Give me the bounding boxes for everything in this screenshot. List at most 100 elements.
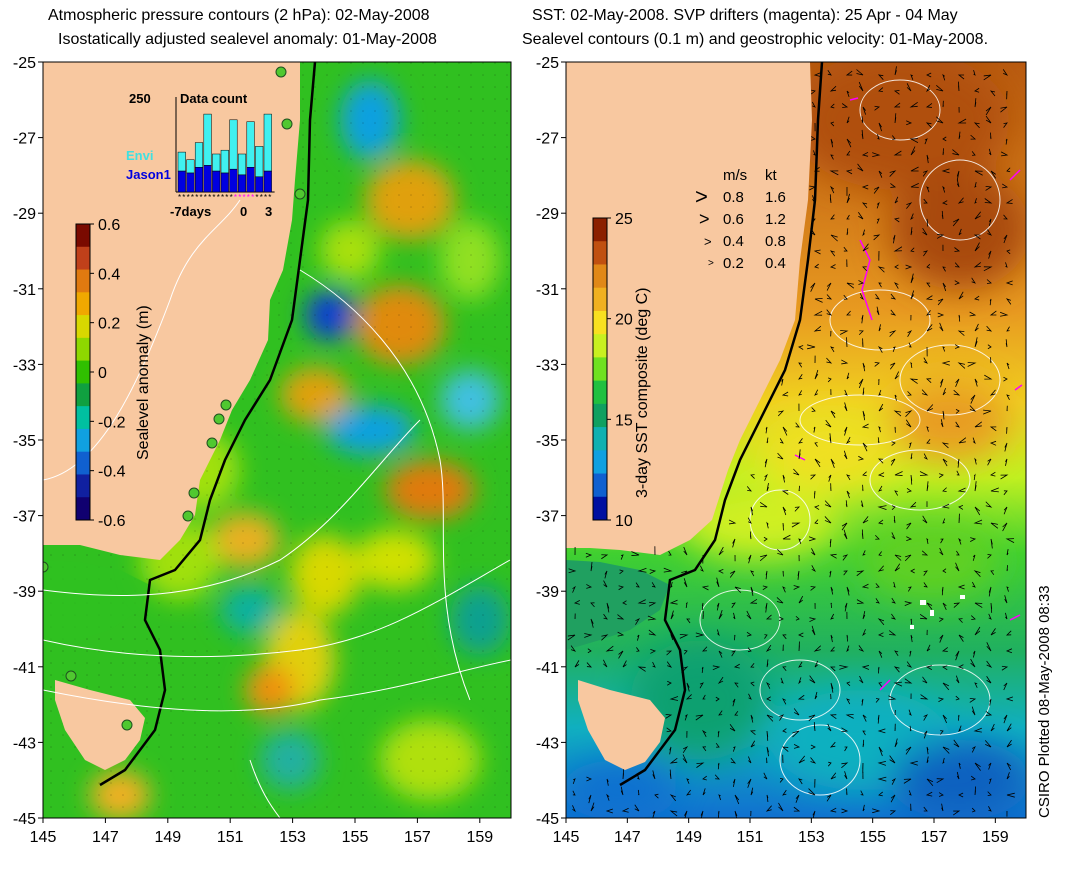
inset-bar-jason [246,167,255,193]
inset-bar-jason [263,170,272,193]
y-tick-label: -31 [13,282,36,299]
colorbar-tick-label: 10 [615,513,633,530]
speed-legend-kt: 1.2 [765,211,786,228]
colorbar-swatch [593,496,607,521]
x-tick-label: 149 [154,829,181,846]
colorbar-swatch [76,224,90,248]
speed-arrow-icon: > [699,209,710,229]
inset-bar-jason [177,170,186,193]
inset-xlabel-days: -7days [170,204,212,219]
left-title-line2: Isostatically adjusted sealevel anomaly:… [58,31,437,48]
speed-legend-kt: 0.8 [765,233,786,250]
y-tick-label: -27 [13,131,36,148]
y-tick-label: -41 [536,660,559,677]
y-tick-label: -39 [13,584,36,601]
y-tick-label: -33 [13,357,36,374]
svg-text:*: * [260,193,263,202]
colorbar-swatch [593,264,607,289]
colorbar-tick-label: 25 [615,211,633,228]
inset-bar-jason [255,176,264,193]
colorbar-swatch [76,428,90,453]
right-title-line1: SST: 02-May-2008. SVP drifters (magenta)… [532,7,958,24]
right-colorbar-label: 3-day SST composite (deg C) [634,287,651,498]
csiro-plotted-label: CSIRO Plotted 08-May-2008 08:33 [1036,585,1053,818]
speed-legend-ms: 0.6 [723,211,744,228]
colorbar-swatch [593,473,607,498]
inset-bar-jason [220,172,229,193]
x-tick-label: 145 [30,829,57,846]
inset-legend-jason: Jason1 [126,167,171,182]
right-title-line2: Sealevel contours (0.1 m) and geostrophi… [522,31,989,48]
y-tick-label: -31 [536,282,559,299]
svg-text:*: * [268,193,271,202]
inset-bar-envi [186,159,195,174]
colorbar-swatch [593,403,607,428]
y-tick-label: -43 [13,735,36,752]
speed-legend-header-ms: m/s [723,167,748,184]
svg-text:*: * [200,193,203,202]
inset-bar-envi [212,153,221,172]
x-tick-label: 145 [553,829,580,846]
inset-xlabel-three: 3 [265,204,273,219]
svg-text:*: * [247,193,250,202]
svg-text:*: * [212,193,215,202]
y-tick-label: -39 [536,584,559,601]
x-tick-label: 147 [614,829,641,846]
colorbar-swatch [76,497,90,521]
colorbar-tick-label: -0.2 [98,414,126,431]
colorbar-swatch [593,427,607,451]
y-tick-label: -37 [13,509,36,526]
colorbar-swatch [76,406,90,430]
speed-arrow-icon: > [704,234,712,249]
colorbar-swatch [593,357,607,382]
y-tick-label: -29 [13,206,36,223]
inset-bar-envi [194,142,204,168]
svg-text:*: * [238,193,241,202]
x-tick-label: 149 [675,829,702,846]
svg-text:*: * [243,193,246,202]
inset-bar-jason [203,165,212,193]
speed-legend-ms: 0.8 [723,189,744,206]
x-tick-label: 157 [921,829,948,846]
colorbar-swatch [76,269,90,293]
left-colorbar: 0.6 0.4 0.2 0 -0.2 -0.4 -0.6 [75,217,126,530]
x-tick-label: 153 [279,829,306,846]
y-tick-label: -27 [536,131,559,148]
x-tick-label: 151 [217,829,244,846]
speed-arrow-icon: > [695,184,708,209]
svg-text:*: * [264,193,267,202]
inset-xlabel-zero: 0 [240,204,248,219]
svg-text:*: * [217,193,220,202]
colorbar-swatch [76,292,90,316]
right-sst-field [566,62,1026,818]
colorbar-swatch [593,287,607,312]
y-tick-label: -29 [536,206,559,223]
inset-bar-envi [220,149,229,174]
colorbar-swatch [76,451,90,475]
x-tick-label: 159 [982,829,1009,846]
inset-bar-jason [237,174,247,193]
x-tick-label: 147 [92,829,119,846]
inset-bar-envi [255,146,264,178]
colorbar-swatch [76,315,90,339]
speed-legend-ms: 0.2 [723,255,744,272]
inset-ymax-label: 250 [129,91,151,106]
y-tick-label: -45 [536,811,559,828]
speed-legend-kt: 1.6 [765,189,786,206]
y-tick-label: -37 [536,509,559,526]
colorbar-swatch [593,241,607,265]
inset-bar-envi [237,153,247,176]
svg-text:*: * [221,193,224,202]
left-colorbar-label: Sealevel anomaly (m) [135,305,152,460]
svg-text:*: * [191,193,194,202]
colorbar-tick-label: 20 [615,312,633,329]
inset-bar-jason [212,170,221,193]
colorbar-swatch [76,474,90,498]
y-tick-label: -25 [13,55,36,72]
svg-text:*: * [182,193,185,202]
y-tick-label: -35 [536,433,559,450]
inset-bar-envi [203,113,212,166]
x-tick-label: 151 [737,829,764,846]
colorbar-swatch [593,218,607,242]
